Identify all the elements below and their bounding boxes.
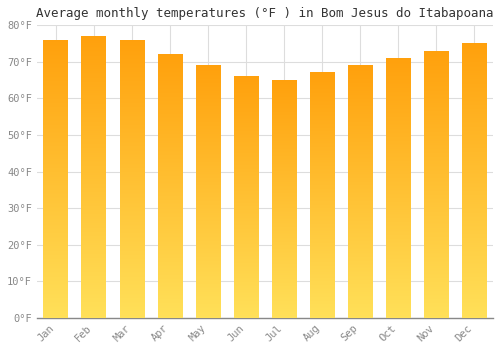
Title: Average monthly temperatures (°F ) in Bom Jesus do Itabapoana: Average monthly temperatures (°F ) in Bo… [36, 7, 494, 20]
